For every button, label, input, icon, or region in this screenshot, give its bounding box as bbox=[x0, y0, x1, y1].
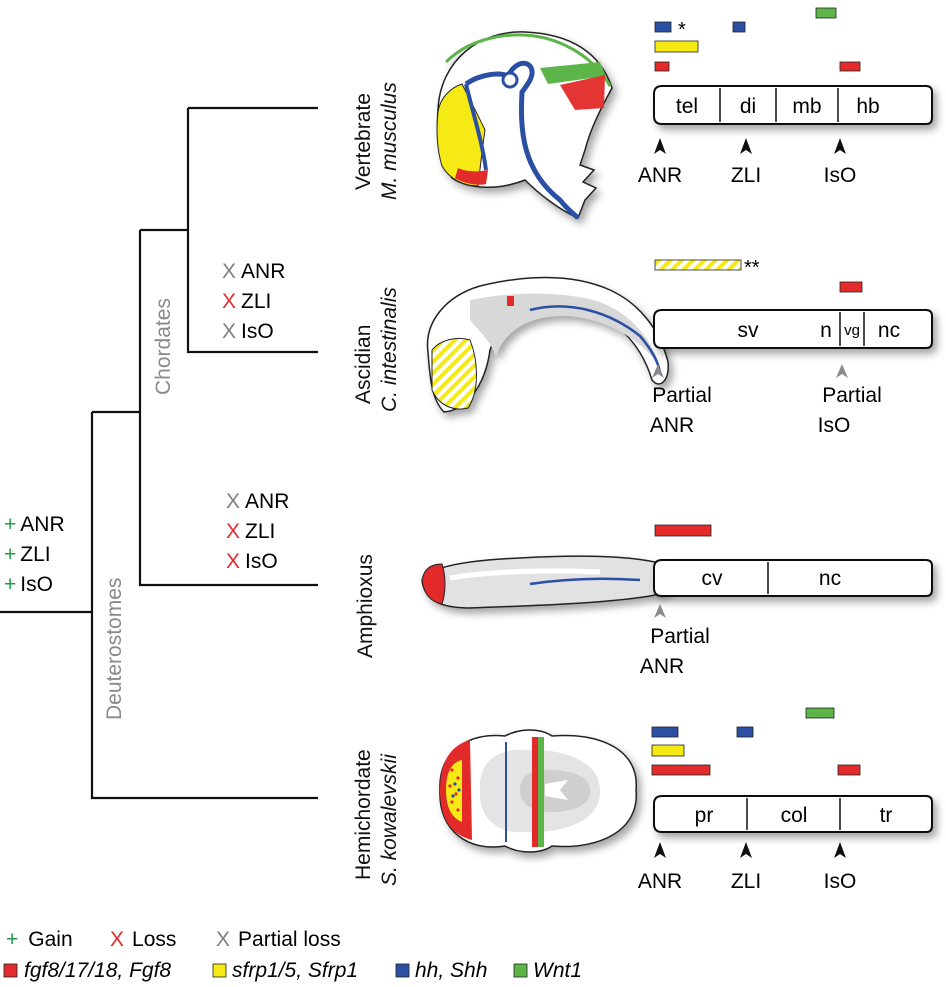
svg-text:ZLI: ZLI bbox=[731, 870, 761, 893]
svg-text:ZLI: ZLI bbox=[731, 164, 761, 187]
svg-text:di: di bbox=[740, 95, 756, 118]
svg-text:nc: nc bbox=[819, 567, 841, 590]
svg-text:sv: sv bbox=[738, 319, 760, 342]
partial-loss-symbol: X bbox=[226, 490, 240, 513]
hemichordate-embryo-illustration bbox=[439, 729, 637, 853]
svg-text:IsO: IsO bbox=[824, 870, 857, 893]
hemichordate-schematic: pr col tr ANR ZLI IsO bbox=[638, 707, 933, 893]
phylogenetic-tree bbox=[0, 106, 318, 800]
svg-text:vg: vg bbox=[844, 322, 860, 339]
legend-loss: X Loss bbox=[110, 928, 176, 951]
ascidian-losses: X ANR X ZLI X IsO bbox=[222, 260, 285, 343]
svg-text:pr: pr bbox=[695, 804, 714, 827]
loss-symbol: X bbox=[226, 520, 240, 543]
legend-hh: hh, Shh bbox=[415, 959, 487, 982]
legend-wnt1: Wnt1 bbox=[533, 959, 582, 982]
asterisk: * bbox=[678, 19, 686, 41]
ascidian-schematic: ** sv n vg nc Partial ANR Partial IsO bbox=[650, 257, 933, 437]
amphioxus-schematic: cv nc Partial ANR bbox=[640, 524, 933, 678]
deuterostomes-label: Deuterostomes bbox=[103, 578, 126, 720]
vertebrate-schematic: * tel di mb hb ANR ZLI IsO bbox=[638, 7, 933, 187]
svg-text:n: n bbox=[820, 319, 832, 342]
chordate-node bbox=[138, 230, 318, 587]
svg-text:tel: tel bbox=[676, 95, 698, 118]
gain-label: ANR bbox=[20, 513, 64, 536]
ascidian-name: Ascidian bbox=[352, 325, 375, 404]
amphioxus-losses: X ANR X ZLI X IsO bbox=[226, 490, 289, 573]
svg-text:ANR: ANR bbox=[638, 164, 682, 187]
gain-symbol: + bbox=[4, 543, 16, 566]
hemichordate-name: Hemichordate bbox=[352, 749, 375, 880]
svg-text:IsO: IsO bbox=[824, 164, 857, 187]
double-asterisk: ** bbox=[744, 257, 760, 279]
gain-symbol: + bbox=[4, 513, 16, 536]
legend-gain: + Gain bbox=[6, 928, 73, 951]
legend: + Gain X Loss X Partial loss fgf8/17/18, Fg… bbox=[3, 928, 582, 982]
svg-text:+ANR: + ANR bbox=[4, 513, 65, 536]
vertebrate-name: Vertebrate bbox=[352, 93, 375, 190]
olfactores-node bbox=[186, 108, 318, 354]
amphioxus-name: Amphioxus bbox=[354, 554, 377, 658]
loss-symbol: X bbox=[222, 290, 236, 313]
svg-text:+IsO: + IsO bbox=[4, 573, 53, 596]
svg-text:ANR: ANR bbox=[650, 414, 694, 437]
hemichordate-species: S. kowalevskii bbox=[378, 753, 401, 886]
svg-text:ANR: ANR bbox=[640, 655, 684, 678]
svg-text:Partial: Partial bbox=[650, 625, 710, 648]
amphioxus-embryo-illustration bbox=[421, 555, 676, 609]
ascidian-embryo-illustration bbox=[426, 276, 669, 413]
partial-loss-symbol: X bbox=[222, 320, 236, 343]
legend-partial-loss: X Partial loss bbox=[216, 928, 341, 951]
mouse-embryo-illustration bbox=[436, 31, 613, 220]
svg-text:cv: cv bbox=[702, 567, 724, 590]
loss-symbol: X bbox=[226, 550, 240, 573]
svg-text:tr: tr bbox=[880, 804, 893, 827]
root-gains: + ANR + ZLI + IsO bbox=[4, 513, 65, 596]
vertebrate-species: M. musculus bbox=[378, 82, 401, 200]
gain-symbol: + bbox=[4, 573, 16, 596]
svg-text:Partial: Partial bbox=[822, 384, 882, 407]
svg-text:IsO: IsO bbox=[818, 414, 851, 437]
gain-label: IsO bbox=[20, 573, 53, 596]
deuterostome-node bbox=[90, 412, 318, 800]
partial-loss-symbol: X bbox=[222, 260, 236, 283]
svg-text:mb: mb bbox=[792, 95, 821, 118]
gain-label: ZLI bbox=[20, 543, 50, 566]
legend-fgf8: fgf8/17/18, Fgf8 bbox=[24, 959, 171, 982]
svg-text:ANR: ANR bbox=[638, 870, 682, 893]
svg-text:nc: nc bbox=[878, 319, 900, 342]
svg-text:Partial: Partial bbox=[652, 384, 712, 407]
chordates-label: Chordates bbox=[152, 298, 175, 395]
svg-text:col: col bbox=[781, 804, 808, 827]
ascidian-species: C. intestinalis bbox=[378, 287, 401, 412]
legend-sfrp: sfrp1/5, Sfrp1 bbox=[232, 959, 358, 982]
svg-text:+ZLI: + ZLI bbox=[4, 543, 51, 566]
svg-text:hb: hb bbox=[856, 95, 879, 118]
